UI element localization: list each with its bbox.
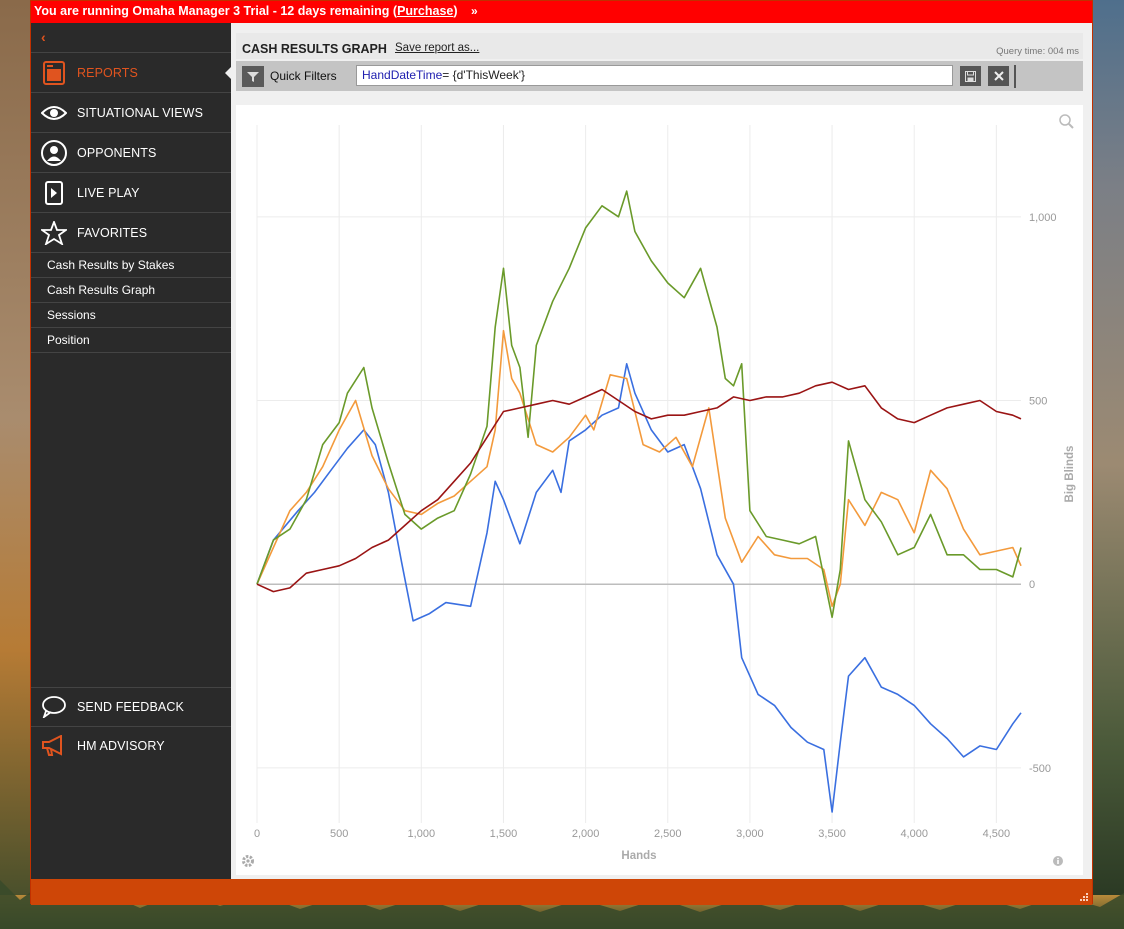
sidebar-item-live-play[interactable]: LIVE PLAY xyxy=(31,173,231,213)
sidebar-item-label: REPORTS xyxy=(77,65,138,80)
series-line-1 xyxy=(256,362,1022,813)
close-icon xyxy=(993,71,1004,81)
x-axis-title: Hands xyxy=(621,850,656,862)
x-tick-label: 4,500 xyxy=(983,828,1011,840)
x-tick-label: 3,500 xyxy=(818,828,846,840)
filter-button[interactable] xyxy=(242,66,264,87)
favorite-item[interactable]: Cash Results Graph xyxy=(31,278,231,303)
chart-svg: 0 500 1,000 1,500 2,000 2,500 3,000 3,500 4,000 4… xyxy=(242,114,1076,867)
trial-message-suffix: ) xyxy=(453,4,458,18)
save-report-link[interactable]: Save report as... xyxy=(395,42,480,54)
sidebar: ‹ REPORTS SITUATIONAL VIEWS OPPONENTS LI… xyxy=(31,23,232,879)
info-icon[interactable] xyxy=(1053,856,1063,866)
quick-filters-label: Quick Filters xyxy=(270,69,337,83)
sidebar-item-label: OPPONENTS xyxy=(77,145,157,160)
sidebar-item-favorites[interactable]: FAVORITES xyxy=(31,213,231,253)
query-time: Query time: 004 ms xyxy=(996,46,1079,57)
sidebar-item-opponents[interactable]: OPPONENTS xyxy=(31,133,231,173)
filter-bar-divider xyxy=(1014,65,1016,88)
favorite-item[interactable]: Cash Results by Stakes xyxy=(31,253,231,278)
clear-filter-button[interactable] xyxy=(988,66,1009,86)
sidebar-item-label: LIVE PLAY xyxy=(77,185,140,200)
series-line-2 xyxy=(256,329,1022,608)
back-arrow-icon[interactable]: ‹ xyxy=(41,29,46,45)
x-tick-label: 3,000 xyxy=(736,828,764,840)
app-window: You are running Omaha Manager 3 Trial - … xyxy=(30,0,1093,905)
floppy-disk-icon xyxy=(965,70,976,82)
series-line-3 xyxy=(256,190,1022,619)
y-tick-label: 500 xyxy=(1029,396,1047,408)
x-tick-label: 1,000 xyxy=(408,828,436,840)
sidebar-item-reports[interactable]: REPORTS xyxy=(31,53,232,93)
sidebar-bottom: SEND FEEDBACK HM ADVISORY xyxy=(31,687,231,765)
trial-message: You are running Omaha Manager 3 Trial - … xyxy=(34,4,398,18)
y-tick-label: -500 xyxy=(1029,763,1051,775)
funnel-icon xyxy=(247,71,259,82)
speech-bubble-icon xyxy=(31,696,77,718)
resize-grip-icon[interactable] xyxy=(1080,893,1088,901)
y-tick-label: 1,000 xyxy=(1029,212,1057,224)
purchase-link[interactable]: Purchase xyxy=(397,4,454,18)
report-header: CASH RESULTS GRAPH Save report as... Que… xyxy=(236,33,1083,59)
cash-results-chart: 0 500 1,000 1,500 2,000 2,500 3,000 3,500 4,000 4… xyxy=(236,105,1083,875)
status-bar xyxy=(31,879,1092,905)
favorite-item[interactable]: Sessions xyxy=(31,303,231,328)
chevron-right-icon[interactable]: » xyxy=(471,4,478,18)
x-tick-label: 0 xyxy=(254,828,260,840)
eye-icon xyxy=(31,105,77,121)
quick-filters-bar: Quick Filters HandDateTime= {d'ThisWeek'… xyxy=(236,61,1083,91)
x-tick-label: 2,000 xyxy=(572,828,600,840)
series-line-4 xyxy=(256,381,1022,593)
trial-banner: You are running Omaha Manager 3 Trial - … xyxy=(31,1,1092,23)
sidebar-back-row: ‹ xyxy=(31,23,231,53)
sidebar-item-label: SITUATIONAL VIEWS xyxy=(77,105,204,120)
filter-query-value: = {d'ThisWeek'} xyxy=(442,68,526,82)
filter-query-input[interactable]: HandDateTime= {d'ThisWeek'} xyxy=(356,65,953,86)
sidebar-item-label: SEND FEEDBACK xyxy=(77,700,184,714)
y-axis-title: Big Blinds xyxy=(1064,446,1076,503)
zoom-icon[interactable] xyxy=(1059,114,1074,129)
sidebar-item-situational-views[interactable]: SITUATIONAL VIEWS xyxy=(31,93,231,133)
star-icon xyxy=(31,220,77,245)
y-tick-label: 0 xyxy=(1029,579,1035,591)
sidebar-item-label: FAVORITES xyxy=(77,225,148,240)
favorite-item[interactable]: Position xyxy=(31,328,231,353)
user-icon xyxy=(31,139,77,166)
megaphone-icon xyxy=(31,735,77,757)
save-filter-button[interactable] xyxy=(960,66,981,86)
main-panel: CASH RESULTS GRAPH Save report as... Que… xyxy=(231,23,1092,879)
page-title: CASH RESULTS GRAPH xyxy=(242,42,387,56)
sidebar-item-hm-advisory[interactable]: HM ADVISORY xyxy=(31,726,231,765)
reports-icon xyxy=(31,60,77,85)
x-tick-label: 4,000 xyxy=(900,828,928,840)
sidebar-item-send-feedback[interactable]: SEND FEEDBACK xyxy=(31,687,231,726)
x-tick-label: 1,500 xyxy=(490,828,518,840)
gear-icon[interactable] xyxy=(242,855,254,867)
play-icon xyxy=(31,180,77,205)
x-tick-label: 2,500 xyxy=(654,828,682,840)
filter-query-keyword: HandDateTime xyxy=(362,68,443,82)
x-tick-label: 500 xyxy=(330,828,348,840)
sidebar-item-label: HM ADVISORY xyxy=(77,739,165,753)
